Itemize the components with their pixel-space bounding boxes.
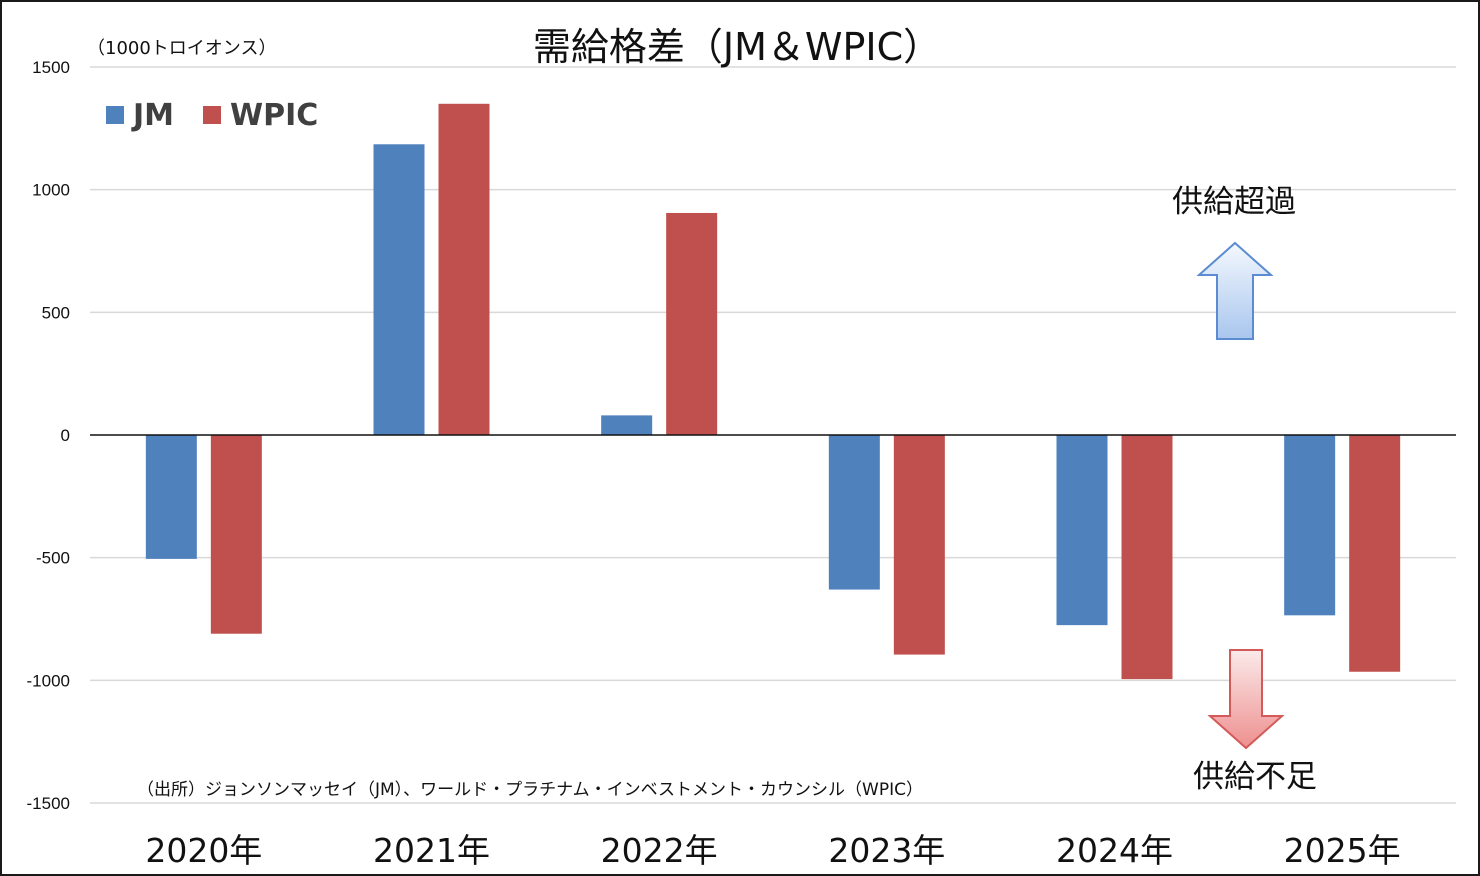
y-tick-label: -500 (36, 549, 70, 568)
y-axis-ticks: 1500 1000 500 0 -500 -1000 -1500 (27, 58, 70, 813)
x-axis-categories: 2020年 2021年 2022年 2023年 2024年 2025年 (145, 831, 1400, 870)
x-category-label: 2020年 (145, 831, 262, 870)
y-tick-label: 1000 (32, 181, 70, 200)
y-tick-label: -1000 (27, 671, 70, 690)
x-category-label: 2024年 (1056, 831, 1173, 870)
deficit-label: 供給不足 (1193, 759, 1317, 795)
surplus-label: 供給超過 (1172, 184, 1296, 220)
y-tick-label: 1500 (32, 58, 70, 77)
bar-wpic-5 (1349, 435, 1401, 672)
bar-wpic-0 (210, 435, 262, 634)
bar-wpic-4 (1121, 435, 1173, 680)
y-tick-label: 500 (42, 303, 70, 322)
x-category-label: 2021年 (373, 831, 490, 870)
legend-label-wpic: WPIC (230, 98, 318, 133)
arrow-down-icon (1207, 649, 1285, 750)
x-category-label: 2023年 (828, 831, 945, 870)
source-note: （出所）ジョンソンマッセイ（JM）、ワールド・プラチナム・インベストメント・カウ… (137, 780, 923, 800)
bar-jm-0 (145, 435, 197, 559)
chart-title: 需給格差（JM＆WPIC） (533, 25, 941, 69)
bar-wpic-3 (893, 435, 945, 655)
y-tick-label: -1500 (27, 794, 70, 813)
bar-jm-4 (1056, 435, 1108, 626)
bars (145, 103, 1401, 680)
bar-jm-2 (601, 415, 653, 435)
bar-wpic-1 (438, 103, 490, 436)
bar-jm-3 (828, 435, 880, 590)
bar-jm-1 (373, 144, 425, 435)
arrow-up-icon (1196, 241, 1274, 340)
legend: JM WPIC (106, 98, 318, 133)
x-category-label: 2022年 (601, 831, 718, 870)
x-category-label: 2025年 (1284, 831, 1401, 870)
legend-swatch-jm (106, 106, 124, 124)
bar-wpic-2 (666, 212, 718, 435)
gridlines (90, 66, 1456, 804)
legend-swatch-wpic (203, 106, 221, 124)
unit-label: （1000トロイオンス） (87, 38, 276, 59)
y-tick-label: 0 (61, 426, 70, 445)
legend-label-jm: JM (131, 98, 174, 133)
bar-jm-5 (1284, 435, 1336, 616)
